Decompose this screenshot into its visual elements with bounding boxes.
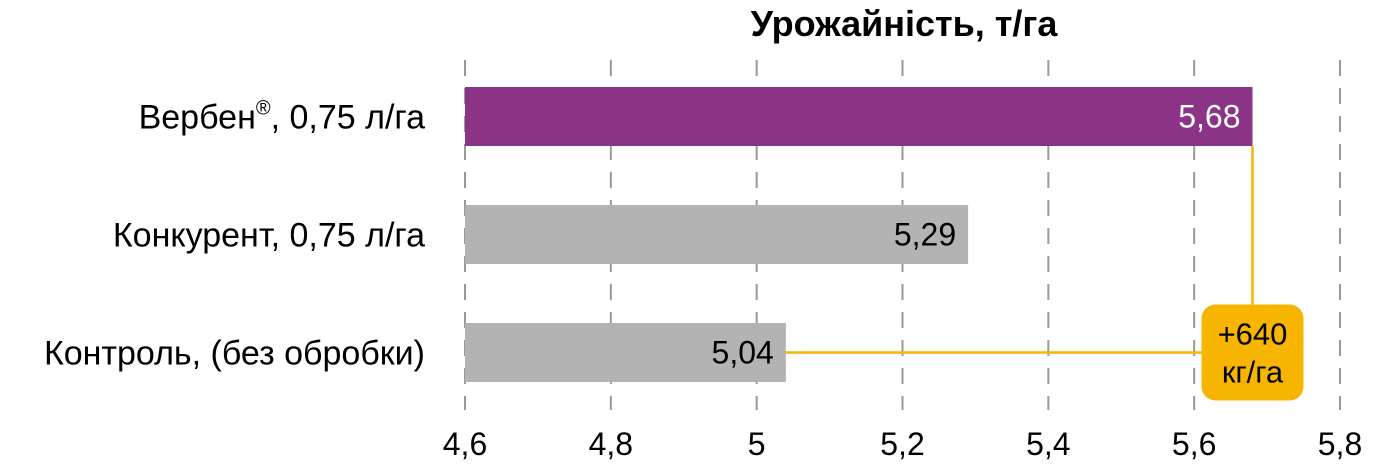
- category-label: Конкурент, 0,75 л/га: [113, 217, 425, 255]
- bar-value-label: 5,68: [1178, 99, 1240, 135]
- category-label-text: Конкурент, 0,75 л/га: [113, 217, 425, 255]
- category-label-text: Контроль, (без обробки): [44, 335, 425, 373]
- callout-unit: кг/га: [1222, 355, 1284, 390]
- chart-title: Урожайність, т/га: [751, 3, 1059, 44]
- x-tick-label: 5,4: [1026, 426, 1070, 462]
- callout-badge: [1201, 304, 1304, 401]
- category-label: Контроль, (без обробки): [44, 335, 425, 373]
- category-label-suffix: , 0,75 л/га: [271, 99, 425, 137]
- bar: [465, 323, 786, 382]
- x-tick-label: 5: [748, 426, 766, 462]
- bar-value-label: 5,04: [712, 335, 774, 371]
- x-tick-label: 5,6: [1172, 426, 1216, 462]
- bar: [465, 87, 1253, 146]
- category-label-text: Вербен: [139, 99, 256, 137]
- category-labels: Вербен®, 0,75 л/га Конкурент, 0,75 л/га Ко…: [44, 98, 425, 373]
- x-axis-ticks: 4,6 4,8 5 5,2 5,4 5,6 5,8: [443, 426, 1362, 462]
- x-tick-label: 5,8: [1318, 426, 1362, 462]
- callout-value: +640: [1218, 317, 1288, 352]
- bar-value-label: 5,29: [894, 217, 956, 253]
- registered-mark: ®: [256, 98, 271, 120]
- x-tick-label: 4,8: [589, 426, 633, 462]
- x-tick-label: 5,2: [880, 426, 924, 462]
- category-label: Вербен®, 0,75 л/га: [139, 98, 425, 137]
- bar: [465, 205, 969, 264]
- x-tick-label: 4,6: [443, 426, 487, 462]
- bars: 5,68 5,29 5,04: [465, 87, 1253, 382]
